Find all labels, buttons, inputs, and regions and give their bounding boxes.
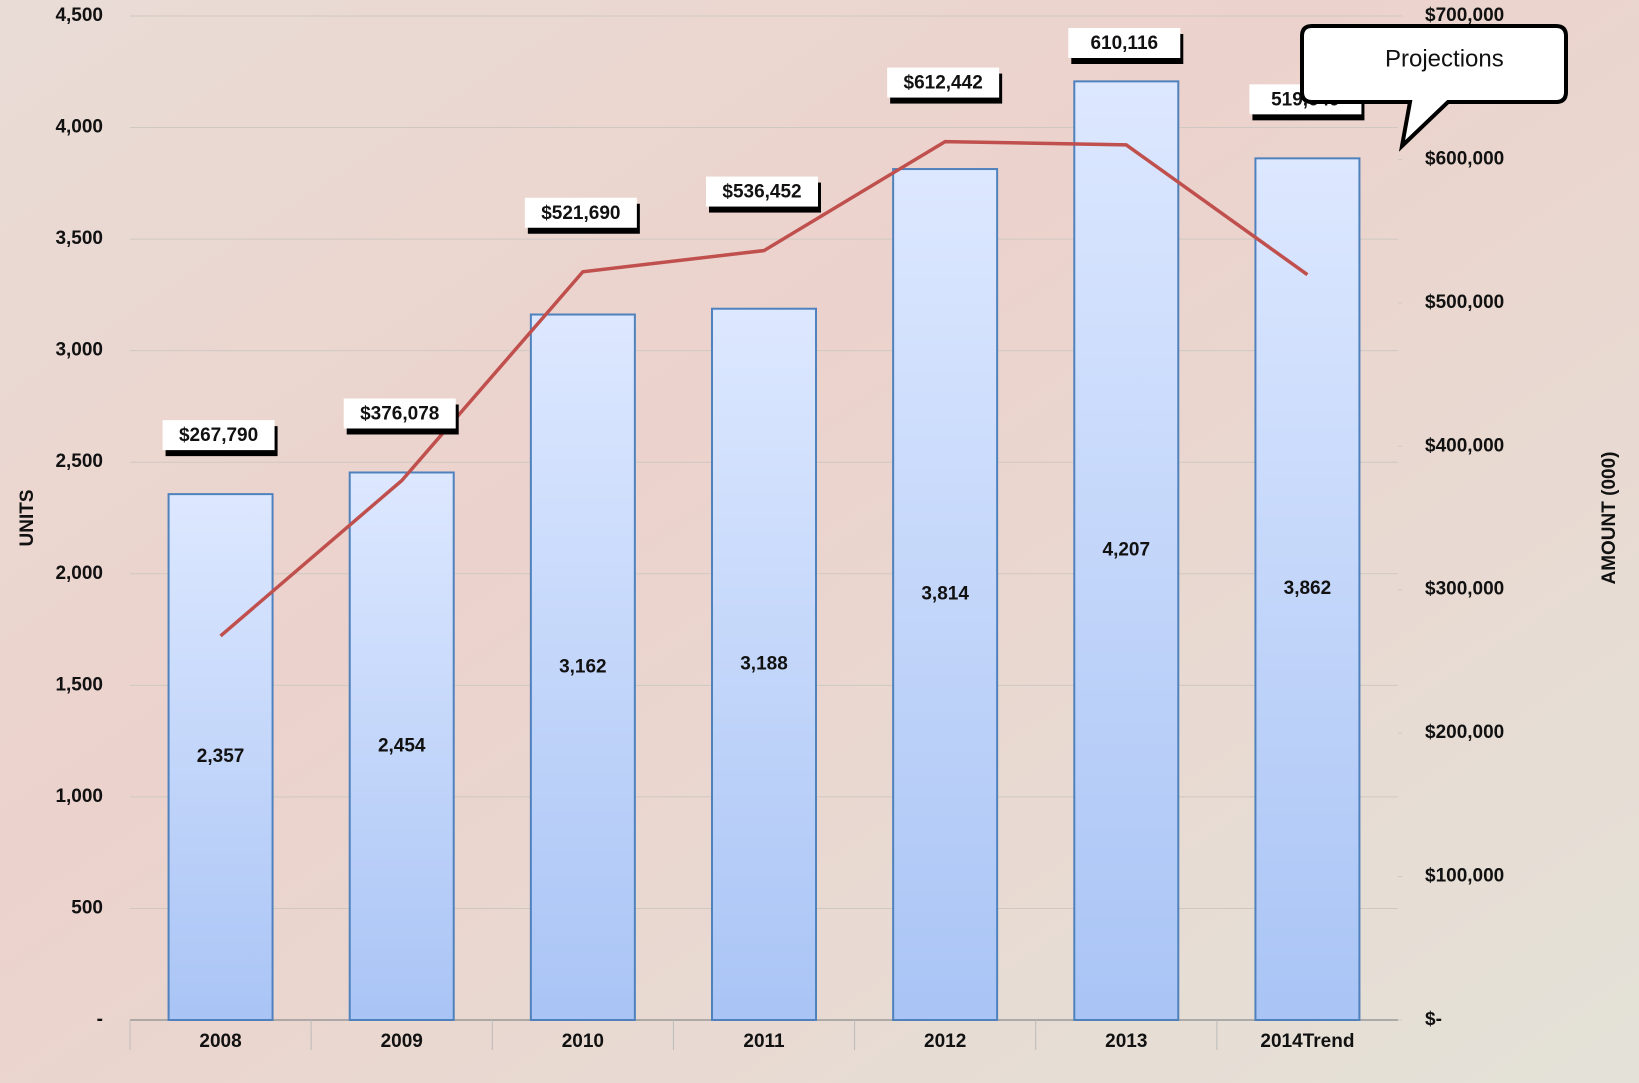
y-tick-label: 3,000	[55, 340, 103, 361]
y-tick-label: 1,500	[55, 674, 103, 695]
y2-tick-label: $200,000	[1425, 722, 1504, 743]
bar-label: 3,188	[740, 653, 788, 674]
label-box	[524, 197, 637, 228]
bar	[529, 313, 636, 1022]
x-tick-label: 2014Trend	[1260, 1031, 1354, 1052]
callout-box	[1300, 24, 1568, 152]
line-value-label: 610,116	[1090, 33, 1158, 54]
line-value-label: $612,442	[904, 73, 983, 94]
y-tick-label: -	[97, 1009, 103, 1030]
annotation: Projections	[1385, 45, 1504, 72]
bar	[1254, 157, 1361, 1021]
bar	[1073, 80, 1180, 1021]
y-tick-label: 2,000	[55, 563, 103, 584]
y-axis-title: UNITS	[17, 490, 38, 547]
label-box	[343, 398, 456, 429]
y-tick-label: 1,000	[55, 786, 103, 807]
y-tick-label: 2,500	[55, 451, 103, 472]
bar-label: 4,207	[1103, 540, 1151, 561]
y2-tick-label: $-	[1425, 1009, 1442, 1030]
y-tick-label: 4,500	[55, 5, 103, 26]
bar-label: 2,454	[378, 735, 426, 756]
line-value-label: $521,690	[541, 203, 620, 224]
line-label: $267,790	[162, 420, 278, 457]
label-box	[706, 176, 818, 207]
bar	[348, 471, 455, 1021]
bar-label: 2,357	[197, 746, 245, 767]
callout: Projections	[1300, 24, 1568, 152]
x-tick-label: 2009	[381, 1031, 423, 1052]
y2-tick-label: $500,000	[1425, 292, 1504, 313]
x-tick-label: 2011	[743, 1031, 785, 1052]
y2-tick-label: $600,000	[1425, 148, 1504, 169]
x-tick-label: 2013	[1105, 1031, 1147, 1052]
line-label: $612,442	[887, 67, 1003, 104]
y2-axis-title: AMOUNT (000)	[1599, 451, 1620, 584]
y-tick-label: 3,500	[55, 228, 103, 249]
line-label: $521,690	[524, 197, 640, 234]
y2-tick-label: $400,000	[1425, 435, 1504, 456]
y2-tick-label: $300,000	[1425, 579, 1504, 600]
line-value-label: $536,452	[722, 182, 801, 203]
line-value-label: $267,790	[179, 425, 258, 446]
y2-tick-label: $700,000	[1425, 5, 1504, 26]
line-label: 610,116	[1068, 28, 1184, 64]
line-value-label: $376,078	[360, 404, 439, 425]
y-tick-label: 4,000	[55, 117, 103, 138]
label-box	[887, 67, 1000, 98]
bar-label: 3,814	[921, 584, 969, 605]
line-label: $376,078	[343, 398, 459, 435]
bar-label: 3,162	[559, 656, 607, 677]
x-tick-label: 2008	[199, 1031, 241, 1052]
bar	[167, 493, 274, 1021]
bar	[892, 168, 999, 1022]
y2-tick-label: $100,000	[1425, 866, 1504, 887]
line-label: $536,452	[706, 176, 821, 213]
bar	[711, 307, 817, 1021]
x-tick-label: 2010	[562, 1031, 604, 1052]
label-box	[1068, 28, 1181, 58]
x-tick-label: 2012	[924, 1031, 966, 1052]
label-box	[162, 420, 275, 451]
line	[219, 139, 1309, 638]
y-tick-label: 500	[71, 897, 103, 918]
bar-label: 3,862	[1284, 578, 1332, 599]
